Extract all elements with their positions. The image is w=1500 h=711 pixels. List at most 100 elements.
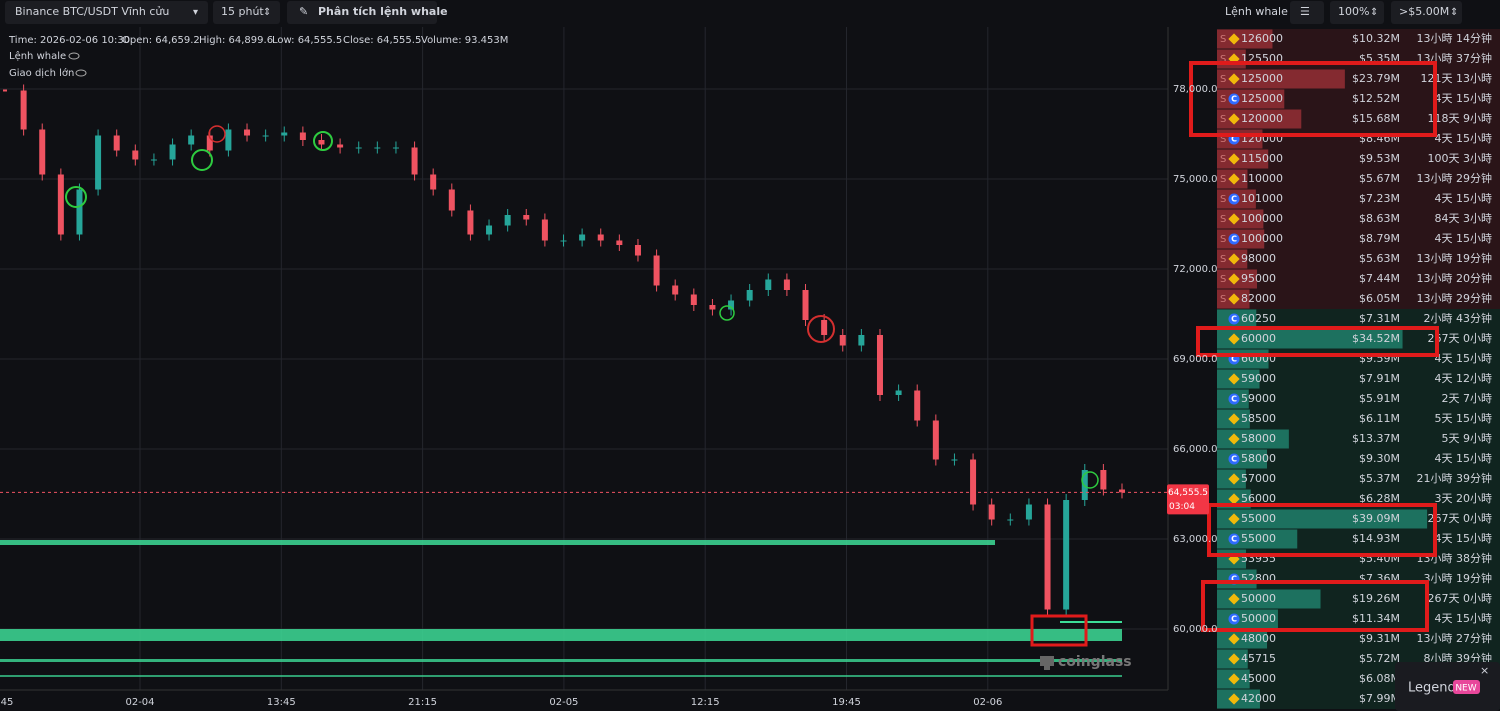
whale-level: [0, 629, 1122, 641]
eye-icon[interactable]: [75, 69, 87, 77]
highlight-box: [1189, 61, 1437, 137]
price: 55000: [1241, 532, 1276, 545]
price: 57000: [1241, 472, 1276, 485]
dropdown-caret: ⇕: [1370, 7, 1378, 18]
info-time: Time: 2026-02-06 10:30: [8, 35, 130, 46]
age: 4天 15小時: [1435, 132, 1493, 145]
price: 59000: [1241, 372, 1276, 385]
candle: [188, 135, 195, 145]
age: 21小時 39分钟: [1417, 471, 1493, 485]
legend-button[interactable]: Legend: [1408, 681, 1456, 696]
candle: [392, 147, 399, 149]
last-price-tag: [1167, 484, 1209, 515]
depth-bar: [1217, 149, 1269, 169]
exchange-icon: [1228, 413, 1240, 425]
exchange: C: [1231, 135, 1237, 144]
whale-marker: [1081, 471, 1099, 489]
exchange-icon: [1228, 233, 1240, 245]
candle: [783, 279, 790, 290]
price: 58500: [1241, 412, 1276, 425]
overlay-label[interactable]: Giao dịch lớn: [9, 67, 74, 79]
candle: [560, 240, 567, 242]
exchange-icon: [1228, 693, 1240, 705]
exchange: C: [1231, 575, 1237, 584]
exchange-icon: [1228, 333, 1240, 345]
amount: $14.93M: [1352, 532, 1400, 545]
highlight-box: [1196, 326, 1439, 357]
candle: [653, 255, 660, 286]
side: S: [1220, 294, 1226, 305]
overlay-label[interactable]: Lệnh whale: [9, 50, 66, 62]
candle: [150, 159, 157, 161]
x-tick-label: 21:15: [408, 697, 437, 708]
candle: [411, 147, 418, 175]
depth-bar: [1217, 209, 1264, 229]
row-background: [1217, 249, 1500, 269]
exchange-icon: [1228, 653, 1240, 665]
interval-select[interactable]: [213, 1, 280, 24]
depth-bar: [1217, 69, 1345, 89]
close-button[interactable]: ×: [1480, 664, 1489, 677]
candle: [57, 174, 64, 235]
amount: $10.32M: [1352, 32, 1400, 45]
depth-bar: [1217, 509, 1428, 529]
exchange: C: [1231, 95, 1237, 104]
depth-bar: [1217, 589, 1321, 609]
x-tick-label: 02-05: [549, 697, 578, 708]
candle: [20, 90, 27, 130]
exchange-icon: [1228, 533, 1240, 545]
price: 45000: [1241, 672, 1276, 685]
whale-marker: [191, 149, 213, 171]
exchange: C: [1231, 235, 1237, 244]
info-high: High: 64,899.6: [199, 35, 273, 46]
row-background: [1217, 269, 1500, 289]
row-background: [1217, 89, 1500, 109]
candle: [802, 290, 809, 320]
candle: [355, 147, 362, 149]
y-tick-label: 60,000.0: [1173, 624, 1218, 635]
depth-bar: [1217, 329, 1403, 349]
symbol-select[interactable]: [5, 1, 208, 24]
candle: [523, 215, 530, 220]
amount: $6.05M: [1359, 292, 1400, 305]
depth-bar: [1217, 629, 1268, 649]
amount: $5.67M: [1359, 172, 1400, 185]
age: 13小時 29分钟: [1417, 291, 1493, 305]
age: 4天 15小時: [1435, 232, 1493, 245]
amount: $39.09M: [1352, 512, 1400, 525]
candle: [504, 215, 511, 226]
exchange: C: [1231, 395, 1237, 404]
row-background: [1217, 169, 1500, 189]
amount: $9.30M: [1359, 452, 1400, 465]
eye-icon[interactable]: [68, 52, 80, 60]
filter-button[interactable]: [1290, 1, 1324, 24]
amount: $23.79M: [1352, 72, 1400, 85]
price: 50000: [1241, 612, 1276, 625]
candle: [225, 129, 232, 151]
y-tick-label: 69,000.0: [1173, 354, 1218, 365]
age: 13小時 14分钟: [1417, 31, 1493, 45]
candle: [169, 144, 176, 160]
whale-analysis-button[interactable]: [287, 1, 437, 24]
candle: [95, 135, 102, 190]
exchange-icon: [1228, 313, 1240, 325]
price: 58000: [1241, 452, 1276, 465]
price: 125000: [1241, 72, 1283, 85]
price: 60000: [1241, 332, 1276, 345]
amount: $34.52M: [1352, 332, 1400, 345]
x-tick-label: 12:15: [691, 697, 720, 708]
min-size-select[interactable]: [1391, 1, 1462, 24]
side: S: [1220, 254, 1226, 265]
exchange-icon: [1228, 213, 1240, 225]
candle: [281, 132, 288, 136]
candle: [486, 225, 493, 235]
row-background: [1217, 369, 1500, 389]
zoom-select[interactable]: [1330, 1, 1384, 24]
zoom: 100%: [1338, 5, 1369, 18]
exchange-icon: [1228, 253, 1240, 265]
candle: [765, 279, 772, 290]
candle: [951, 459, 958, 461]
min-size: >$5.00M: [1399, 5, 1449, 18]
side: S: [1220, 74, 1226, 85]
age: 13小時 29分钟: [1417, 171, 1493, 185]
